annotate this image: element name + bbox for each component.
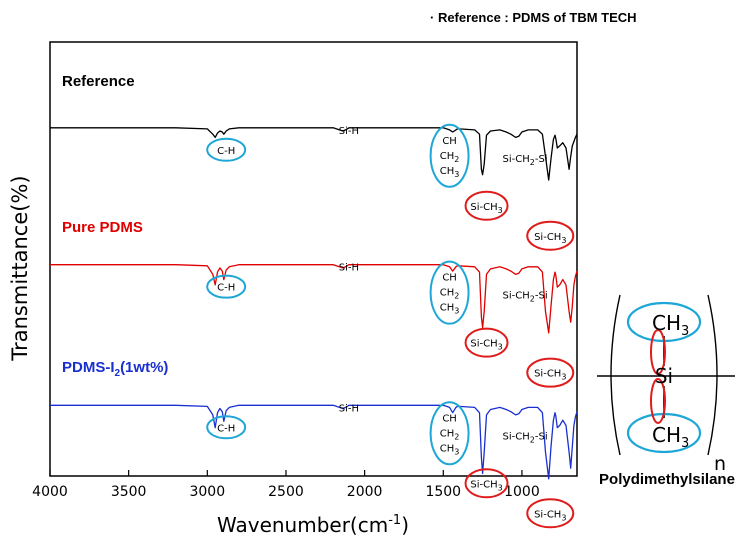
y-axis-label: Transmittance(%): [8, 175, 32, 361]
ch-group-circle-0: [429, 123, 470, 188]
x-tick-label-2500: 2500: [268, 484, 304, 500]
chart-title: · Reference : PDMS of TBM TECH: [430, 10, 637, 25]
structure-name: Polydimethylsilane: [599, 471, 735, 488]
si-ch3-label-800-1: Si-CH3: [534, 369, 566, 382]
si-ch3-circle-1260-1: [464, 327, 509, 358]
structure-si: Si: [655, 364, 673, 388]
x-axis-label: Wavenumber(cm-1): [217, 513, 409, 537]
ch3-label-1: CH3: [440, 303, 460, 316]
ch-stretch-circle-0: [206, 137, 247, 162]
ch-stretch-circle-2: [206, 415, 247, 440]
ch-label-1: CH: [442, 273, 457, 284]
si-ch3-circle-1260-0: [464, 190, 509, 221]
ch-group-circle-1: [429, 260, 470, 325]
si-ch3-circle-1260-2: [464, 468, 509, 499]
series-line-2: [50, 404, 578, 480]
ch3-label-2: CH3: [440, 443, 460, 456]
left-bracket: [610, 294, 621, 456]
series-line-0: [50, 127, 578, 181]
series-label-pure-pdms: Pure PDMS: [62, 219, 143, 236]
series-label-pdms-i2: PDMS-I2(1wt%): [62, 359, 168, 379]
si-ch2-si-label-0: Si-CH2-Si: [503, 154, 548, 167]
si-h-label-0: Si-H: [339, 126, 359, 137]
si-h-label-2: Si-H: [339, 403, 359, 414]
si-ch3-circle-800-2: [526, 498, 575, 529]
series-line-1: [50, 264, 578, 334]
si-h-label-1: Si-H: [339, 263, 359, 274]
ch-label-0: CH: [442, 136, 457, 147]
structure-bottom-ch3: CH3: [652, 423, 689, 451]
si-ch2-si-label-1: Si-CH2-Si: [503, 291, 548, 304]
structure-repeat-n: n: [714, 453, 726, 475]
series-layer: [50, 127, 578, 480]
x-tick-group: 4000 3500 3000 2500 2000 1500 1000: [32, 470, 540, 500]
x-tick-label-1500: 1500: [425, 484, 461, 500]
series-label-reference: Reference: [62, 73, 135, 90]
structure-diagram: CH3 Si CH3 n Polydimethylsilane: [597, 294, 735, 488]
ch2-label-1: CH2: [440, 288, 460, 301]
plot-frame: [49, 41, 578, 477]
top-sich3-bond-circle: [650, 329, 666, 375]
x-tick-label-4000: 4000: [32, 484, 68, 500]
right-bracket: [707, 294, 718, 456]
ch2-label-2: CH2: [440, 428, 460, 441]
ch-group-circle-2: [429, 401, 470, 466]
ch-stretch-label-0: C-H: [217, 146, 235, 157]
si-ch3-label-1260-1: Si-CH3: [470, 339, 502, 352]
x-tick-label-1000: 1000: [504, 484, 540, 500]
si-ch3-label-1260-0: Si-CH3: [470, 202, 502, 215]
ch-label-2: CH: [442, 413, 457, 424]
ch-stretch-circle-1: [206, 274, 247, 299]
structure-top-ch3: CH3: [652, 311, 689, 339]
si-ch2-si-label-2: Si-CH2-Si: [503, 431, 548, 444]
annotation-layer: C-H Si-H CH CH2 CH3 Si-CH2-Si Si-CH3 Si-CH3 C-H S…: [206, 123, 575, 529]
si-ch3-label-1260-2: Si-CH3: [470, 479, 502, 492]
si-ch3-circle-800-0: [526, 220, 575, 251]
si-ch3-label-800-2: Si-CH3: [534, 509, 566, 522]
ch3-label-0: CH3: [440, 166, 460, 179]
si-ch3-circle-800-1: [526, 357, 575, 388]
x-tick-label-3500: 3500: [111, 484, 147, 500]
bottom-sich3-bond-circle: [650, 378, 666, 424]
si-ch3-label-800-0: Si-CH3: [534, 232, 566, 245]
x-tick-label-2000: 2000: [347, 484, 383, 500]
x-tick-label-3000: 3000: [189, 484, 225, 500]
ch2-label-0: CH2: [440, 151, 460, 164]
ch-stretch-label-2: C-H: [217, 423, 235, 434]
ch-stretch-label-1: C-H: [217, 283, 235, 294]
